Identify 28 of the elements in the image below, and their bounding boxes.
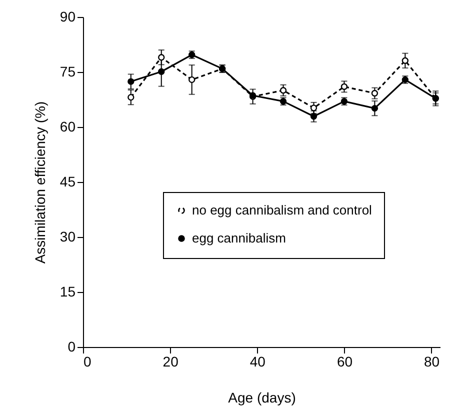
point [158,68,165,75]
point [158,54,165,61]
point [402,57,409,64]
y-tick-label: 75 [60,64,76,80]
y-tick-label: 15 [60,284,76,300]
x-axis-title: Age (days) [228,390,296,406]
y-tick-label: 45 [60,174,76,190]
point [371,90,378,97]
point [310,113,318,120]
point [280,87,287,94]
x-tick-label: 80 [424,354,440,370]
x-tick-label: 60 [336,354,353,370]
y-tick-label: 0 [68,338,76,354]
y-tick-label: 60 [60,118,76,134]
x-tick-label: 20 [162,354,179,370]
point [340,83,348,90]
y-axis-title: Assimilation efficiency (%) [32,101,48,264]
point [128,78,134,85]
x-tick-label: 0 [84,354,92,370]
point [310,104,318,112]
y-tick-label: 90 [60,8,76,24]
x-tick-label: 40 [250,354,266,370]
point [128,94,134,101]
legend-label: egg cannibalism [192,230,286,246]
legend-label: no egg cannibalism and control [192,202,372,218]
point [371,104,378,112]
y-tick-label: 30 [60,228,76,244]
point [188,76,196,84]
